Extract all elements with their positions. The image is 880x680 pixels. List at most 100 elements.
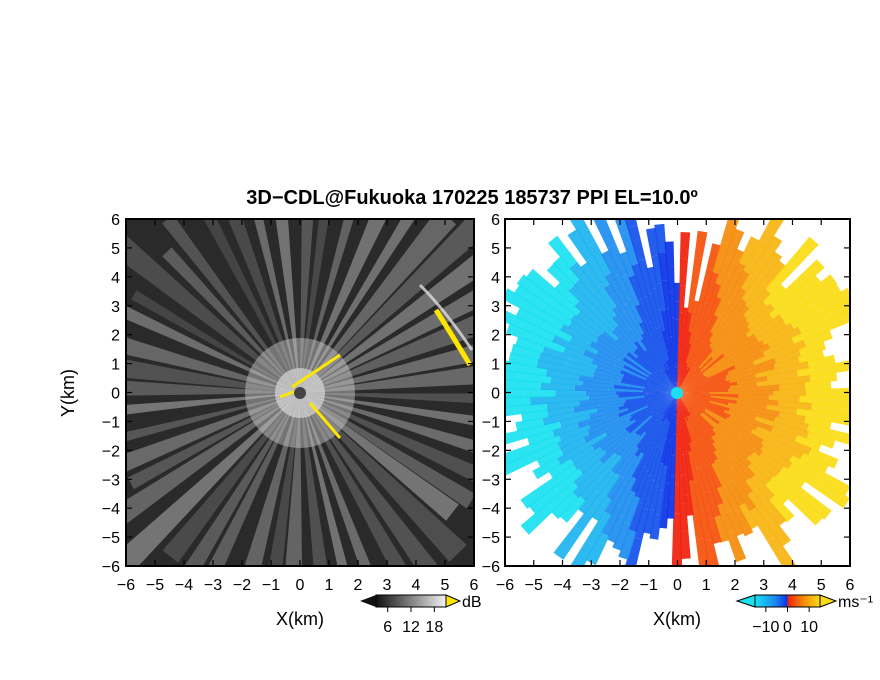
velocity-cell <box>646 420 664 451</box>
intensity-ray <box>184 393 300 566</box>
velocity-cell <box>618 251 636 278</box>
velocity-cell <box>780 423 810 440</box>
velocity-cell <box>607 244 629 278</box>
velocity-cell <box>530 305 565 331</box>
velocity-cell <box>747 463 771 487</box>
intensity-x-tick-labels: −6 −5 −4 −3 −2 −1 0 1 2 3 4 5 6 <box>117 577 479 594</box>
velocity-cell <box>684 494 694 516</box>
velocity-cell <box>691 300 700 317</box>
velocity-cell <box>693 414 714 438</box>
velocity-cell <box>627 431 647 454</box>
velocity-cell <box>552 256 581 285</box>
velocity-cell <box>694 302 709 334</box>
velocity-cell <box>601 407 628 420</box>
velocity-cell <box>726 270 751 304</box>
radar-site-marker <box>294 387 306 399</box>
velocity-cell <box>656 370 677 393</box>
velocity-cell <box>588 394 619 401</box>
velocity-cell <box>640 422 661 455</box>
intensity-y-tick-labels: −6 −5 −4 −3 −2 −1 0 1 2 3 4 5 6 <box>102 212 120 576</box>
velocity-axis-ticks <box>504 218 851 567</box>
velocity-cell <box>750 428 779 447</box>
x-tick-label: 6 <box>470 577 479 594</box>
velocity-cell <box>706 475 724 506</box>
velocity-cell <box>550 375 583 386</box>
velocity-cell <box>576 310 605 336</box>
velocity-cell <box>538 352 568 367</box>
velocity-cell <box>622 356 651 377</box>
velocity-cell <box>587 417 619 436</box>
y-tick-label: 4 <box>491 270 500 287</box>
velocity-cell <box>768 495 795 523</box>
velocity-cell <box>628 406 654 422</box>
velocity-cell <box>700 268 714 295</box>
intensity-ray <box>300 393 372 566</box>
intensity-x-axis-title: X(km) <box>276 609 324 629</box>
velocity-cell <box>693 348 714 372</box>
intensity-ray <box>131 290 300 393</box>
velocity-cell <box>710 395 745 403</box>
velocity-cell <box>653 393 677 406</box>
intensity-ray <box>300 393 474 482</box>
intensity-ray <box>300 289 474 393</box>
velocity-cell <box>651 345 666 370</box>
velocity-cell <box>703 271 720 304</box>
velocity-cell <box>625 537 643 566</box>
y-tick-label: 5 <box>111 241 120 258</box>
velocity-cell <box>799 452 830 474</box>
velocity-cell <box>700 492 715 519</box>
velocity-cell <box>796 408 828 422</box>
velocity-cell <box>553 468 583 495</box>
y-tick-label: 1 <box>111 357 120 374</box>
velocity-cell <box>647 393 677 406</box>
velocity-cell <box>623 397 651 406</box>
velocity-cell <box>763 283 787 307</box>
velocity-cell <box>630 466 647 494</box>
velocity-cell <box>682 417 692 444</box>
velocity-cell <box>767 326 802 349</box>
velocity-cell <box>682 422 692 453</box>
intensity-ray <box>300 393 407 566</box>
velocity-cell <box>808 448 839 469</box>
velocity-cell <box>513 402 548 415</box>
velocity-cell <box>667 437 674 461</box>
velocity-cell <box>600 504 623 537</box>
velocity-cell <box>529 420 562 437</box>
velocity-cell <box>594 301 619 329</box>
velocity-cell <box>582 380 615 389</box>
velocity-cell <box>618 490 636 519</box>
velocity-cell <box>605 475 625 501</box>
intensity-ray <box>127 393 300 490</box>
velocity-cell <box>703 404 731 419</box>
velocity-cell <box>677 393 690 417</box>
intensity-colorbar-unit: dB <box>462 594 482 611</box>
velocity-cell <box>665 360 677 393</box>
velocity-cell <box>649 514 662 540</box>
velocity-cell <box>666 393 677 420</box>
velocity-cell <box>677 393 704 406</box>
velocity-cell <box>658 393 677 424</box>
intensity-ray <box>300 219 474 393</box>
velocity-cell <box>634 340 657 368</box>
velocity-cell <box>791 324 825 345</box>
velocity-cell <box>635 412 658 435</box>
y-tick-label: 2 <box>491 328 500 345</box>
velocity-cell <box>628 274 644 301</box>
velocity-cell <box>694 410 715 431</box>
velocity-cell <box>726 530 747 563</box>
velocity-cell <box>733 509 754 537</box>
velocity-cell <box>683 311 693 340</box>
velocity-cell <box>706 490 721 518</box>
velocity-cell <box>663 363 677 393</box>
velocity-cell <box>729 445 752 468</box>
velocity-cell <box>655 393 677 408</box>
intensity-ray <box>285 393 303 566</box>
velocity-cell <box>712 442 734 470</box>
velocity-cell <box>688 442 700 469</box>
velocity-cell <box>648 413 664 436</box>
intensity-panel: −6 −5 −4 −3 −2 −1 0 1 2 3 4 5 6 −6−5−4−3−2−10123456 … <box>58 212 482 636</box>
velocity-cell <box>672 342 677 368</box>
velocity-cell <box>691 442 704 468</box>
velocity-cell <box>725 287 748 317</box>
velocity-cell <box>553 526 583 560</box>
